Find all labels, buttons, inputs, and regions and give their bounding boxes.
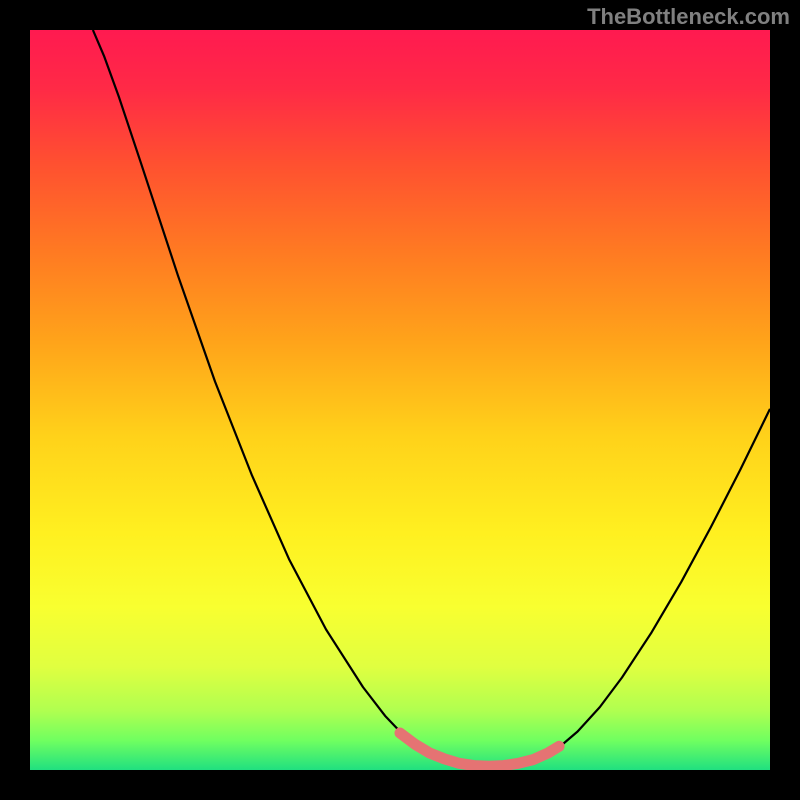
watermark-text: TheBottleneck.com	[587, 4, 790, 30]
plot-area	[30, 30, 770, 770]
optimal-range-highlight	[400, 733, 559, 766]
bottleneck-curve	[93, 30, 770, 766]
curve-layer	[30, 30, 770, 770]
chart-container: TheBottleneck.com	[0, 0, 800, 800]
